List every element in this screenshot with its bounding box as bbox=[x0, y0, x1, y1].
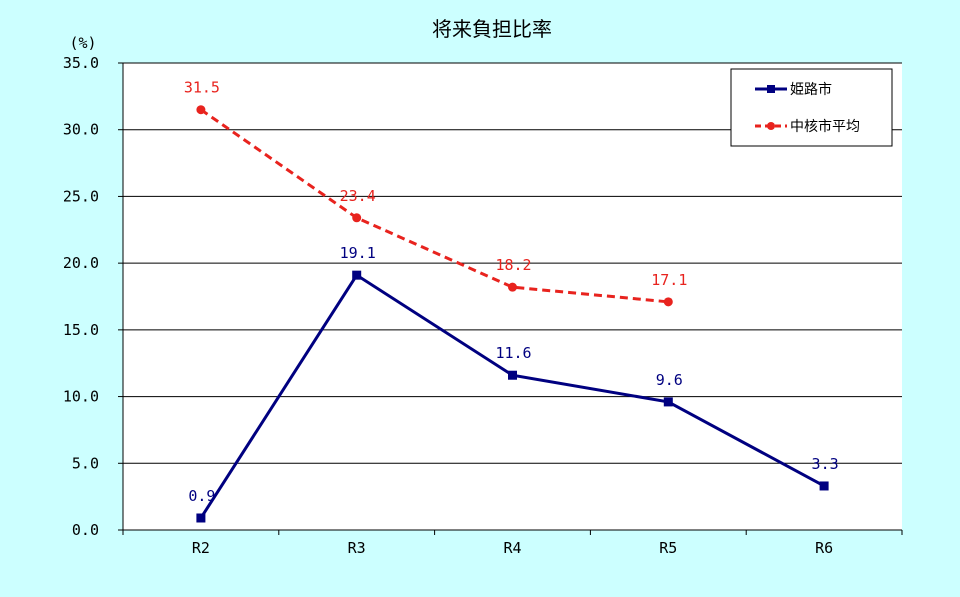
data-label: 3.3 bbox=[812, 455, 839, 473]
data-point bbox=[663, 397, 673, 407]
legend-box bbox=[730, 68, 893, 147]
data-point bbox=[508, 370, 517, 380]
series-2: 31.5 23.4 18.2 17.1 bbox=[184, 79, 687, 307]
series-line bbox=[200, 108, 669, 304]
x-tick-label: R3 bbox=[348, 539, 366, 557]
y-tick-label: 0.0 bbox=[72, 521, 99, 539]
y-tick-label: 35.0 bbox=[63, 54, 99, 72]
data-point bbox=[196, 513, 206, 523]
data-label: 31.5 bbox=[184, 79, 220, 97]
y-tick-label: 20.0 bbox=[63, 254, 99, 272]
x-tick-label: R4 bbox=[503, 539, 521, 557]
data-label: 18.2 bbox=[495, 256, 531, 274]
data-label: 17.1 bbox=[651, 271, 687, 289]
legend-label: 中核市平均 bbox=[790, 118, 860, 135]
data-point bbox=[196, 105, 206, 115]
legend-label: 姫路市 bbox=[790, 81, 832, 98]
data-point bbox=[663, 297, 673, 307]
data-point bbox=[352, 270, 362, 280]
x-tick-label: R5 bbox=[659, 539, 677, 557]
x-tick-label: R6 bbox=[815, 539, 833, 557]
data-label: 19.1 bbox=[340, 244, 376, 262]
y-axis-unit-label: (%) bbox=[69, 34, 96, 52]
data-point bbox=[508, 282, 517, 292]
data-point bbox=[352, 213, 362, 223]
data-label: 11.6 bbox=[495, 344, 531, 362]
series-1: 0.9 19.1 11.6 9.6 3.3 bbox=[188, 244, 839, 523]
legend-marker bbox=[767, 122, 775, 130]
data-label: 9.6 bbox=[656, 371, 683, 389]
chart-title: 将来負担比率 bbox=[432, 17, 552, 41]
axes: 0.0 5.0 10.0 15.0 20.0 25.0 30.0 35.0 R2 R3 R4 R5 R6 bbox=[63, 54, 903, 557]
data-label: 0.9 bbox=[188, 487, 215, 505]
legend-marker bbox=[767, 85, 775, 93]
y-tick-label: 10.0 bbox=[63, 388, 99, 406]
y-tick-label: 5.0 bbox=[72, 454, 99, 472]
y-tick-label: 25.0 bbox=[63, 187, 99, 205]
data-label: 23.4 bbox=[340, 187, 376, 205]
y-tick-label: 15.0 bbox=[63, 321, 99, 339]
data-point bbox=[819, 481, 829, 491]
series-layer: 0.9 19.1 11.6 9.6 3.3 31.5 23.4 18.2 17.1 bbox=[184, 79, 839, 523]
y-tick-label: 30.0 bbox=[63, 121, 99, 139]
x-tick-label: R2 bbox=[192, 539, 210, 557]
